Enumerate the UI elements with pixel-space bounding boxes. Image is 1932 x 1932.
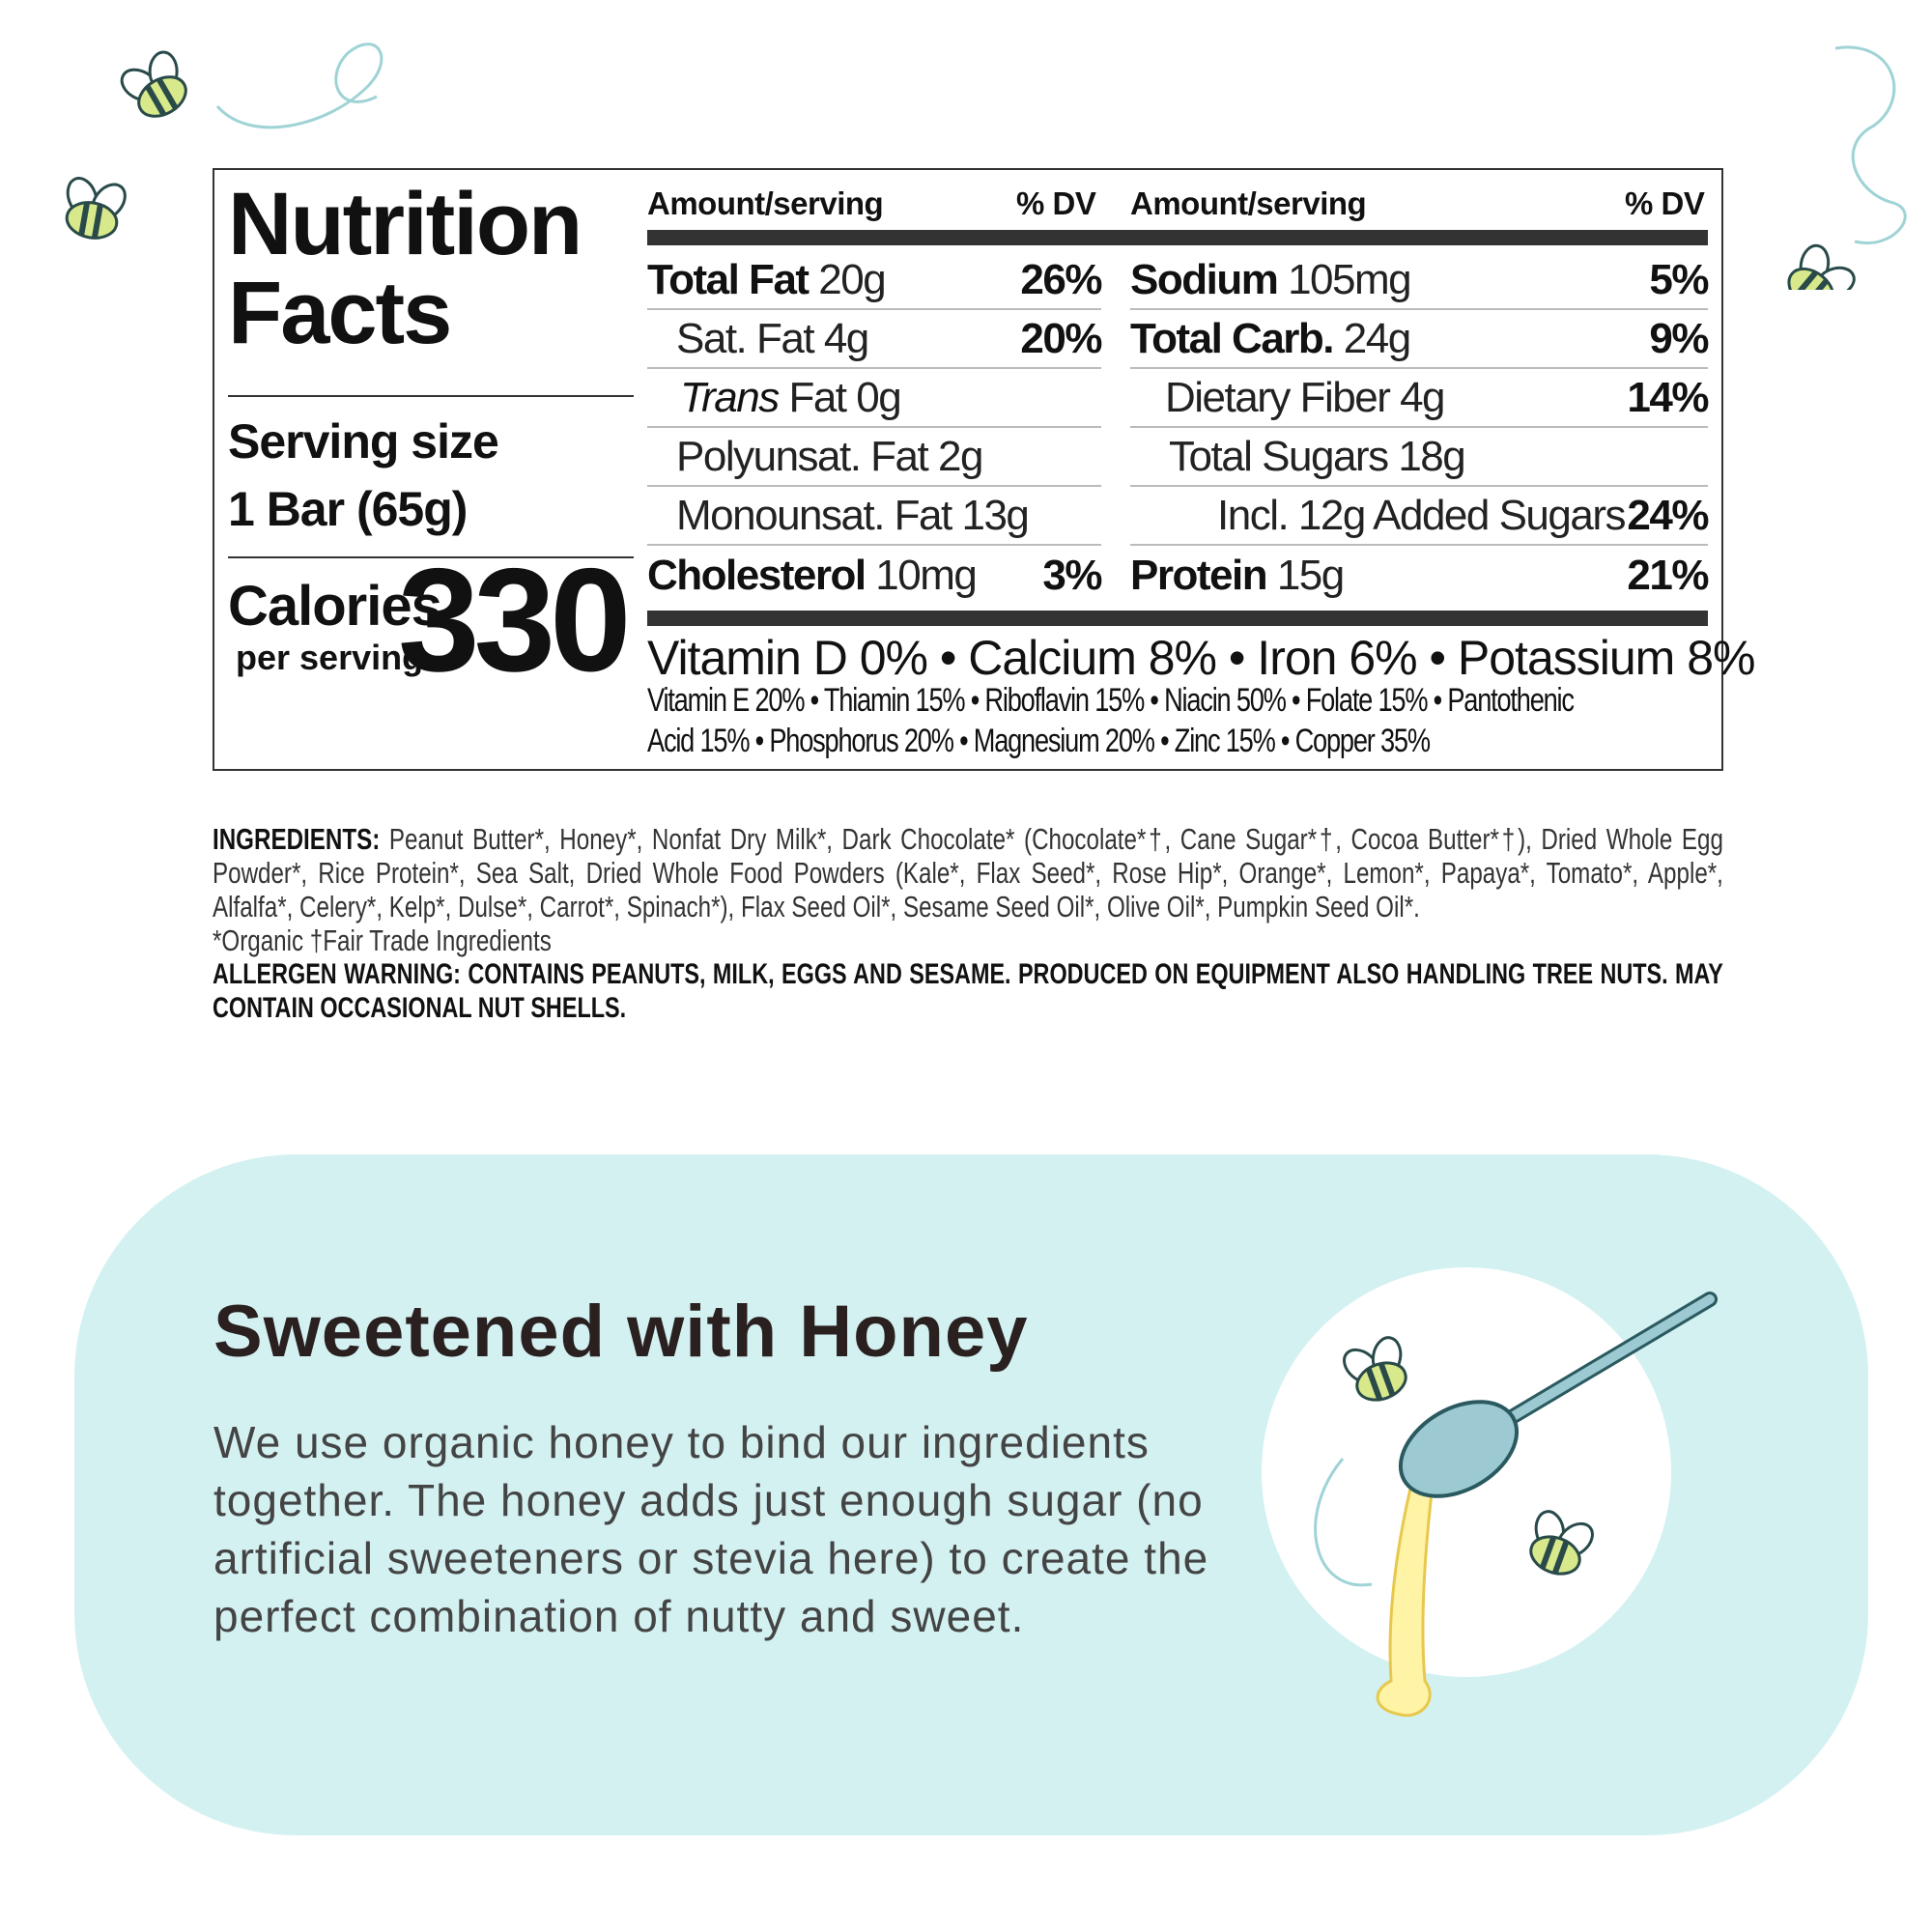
nutrient-row-total-fat: Total Fat 20g 26% [647,251,1102,310]
panel-heading: Sweetened with Honey [213,1291,1029,1373]
ingredients-section: INGREDIENTS: Peanut Butter*, Honey*, Non… [213,822,1723,1025]
allergen-warning: ALLERGEN WARNING: CONTAINS PEANUTS, MILK… [213,958,1723,1024]
per-serving-label: per serving [236,638,424,677]
header-dv-right: % DV [1625,185,1705,221]
serving-size-label: Serving size [228,414,499,469]
nutrient-row-added-sugars: Incl. 12g Added Sugars 24% [1130,487,1709,546]
nutrient-row-total-carb: Total Carb. 24g 9% [1130,310,1709,369]
ingredients-footnote: *Organic †Fair Trade Ingredients [213,923,552,957]
nutrient-row-trans-fat: Trans Fat 0g [647,369,1101,428]
header-dv-left: % DV [1016,185,1096,221]
nutrient-row-monounsat-fat: Monounsat. Fat 13g [647,487,1101,546]
honey-info-panel: Sweetened with Honey We use organic hone… [74,1154,1868,1835]
nutrient-row-sat-fat: Sat. Fat 4g 20% [647,310,1102,369]
header-amount-right: Amount/serving [1130,185,1367,221]
panel-body: We use organic honey to bind our ingredi… [213,1417,1209,1641]
nutrient-row-total-sugars: Total Sugars 18g [1130,428,1708,487]
header-amount-left: Amount/serving [647,185,884,221]
bee-icon [1333,1327,1420,1409]
honey-dipper-icon [1314,1292,1718,1718]
vitamins-line-2: Vitamin E 20% • Thiamin 15% • Riboflavin… [647,682,1575,719]
nutrient-row-polyunsat-fat: Polyunsat. Fat 2g [647,428,1101,487]
vitamins-line-3: Acid 15% • Phosphorus 20% • Magnesium 20… [647,723,1431,759]
bee-icon [1774,233,1867,290]
bee-icon [110,41,202,129]
ingredients-text: INGREDIENTS: Peanut Butter*, Honey*, Non… [213,822,1723,923]
calories-value: 330 [398,538,632,702]
nutrient-row-sodium: Sodium 105mg 5% [1130,251,1709,310]
calories-label: Calories [228,575,442,638]
nutrient-row-dietary-fiber: Dietary Fiber 4g 14% [1130,369,1709,428]
bee-icon [1517,1501,1604,1583]
vitamins-main: Vitamin D 0% • Calcium 8% • Iron 6% • Po… [647,631,1755,685]
bee-decoration [0,0,1907,290]
nutrition-facts-label: Nutrition Facts Serving size 1 Bar (65g) … [213,168,1755,771]
bee-icon [54,170,133,243]
nutrient-row-protein: Protein 15g 21% [1130,551,1709,599]
label-title: Nutrition Facts [228,175,582,362]
serving-size-value: 1 Bar (65g) [228,482,468,536]
nutrient-row-cholesterol: Cholesterol 10mg 3% [647,551,1102,599]
